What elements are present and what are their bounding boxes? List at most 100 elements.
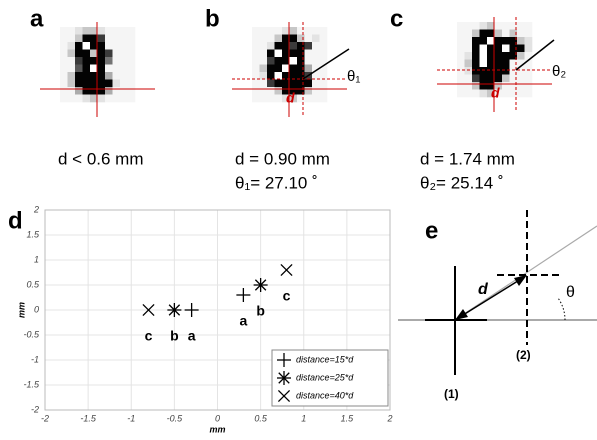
pixel (105, 80, 113, 88)
pixel (495, 22, 503, 30)
pixel (267, 35, 275, 43)
arrow-head (455, 309, 468, 320)
panel-letter: b (205, 5, 220, 32)
point-label: (2) (516, 348, 531, 362)
pixel (113, 65, 121, 73)
pixel (525, 82, 533, 90)
pixel (275, 80, 283, 88)
pixel (465, 60, 473, 68)
marker (167, 303, 181, 317)
pixel (267, 65, 275, 73)
pixel (113, 57, 121, 65)
pixel (457, 60, 465, 68)
pixel (290, 50, 298, 58)
pixel (275, 50, 283, 58)
pixel (502, 60, 510, 68)
pixel (105, 35, 113, 43)
pixel (60, 27, 68, 35)
pixel (75, 87, 83, 95)
pixel (98, 72, 106, 80)
pixel (260, 65, 268, 73)
pixel (68, 57, 76, 65)
pixel (75, 27, 83, 35)
pixel (260, 42, 268, 50)
pixel (480, 45, 488, 53)
caption: d < 0.6 mm (58, 149, 144, 168)
pixel (495, 37, 503, 45)
pixel (275, 95, 283, 103)
pixel (75, 65, 83, 73)
pixel (472, 60, 480, 68)
pixel (128, 72, 136, 80)
pixel (275, 35, 283, 43)
y-tick-label: -2 (31, 404, 39, 414)
pixel (128, 27, 136, 35)
pixel (305, 27, 313, 35)
pixel (113, 27, 121, 35)
pixel (320, 95, 328, 103)
pixel (480, 82, 488, 90)
pixel (113, 87, 121, 95)
pixel (120, 57, 128, 65)
pixel (297, 27, 305, 35)
pixel (83, 35, 91, 43)
pixel (252, 50, 260, 58)
pixel (113, 80, 121, 88)
pixel (312, 42, 320, 50)
point-label: c (283, 288, 291, 304)
pixel (68, 65, 76, 73)
pixel (297, 95, 305, 103)
pixel (457, 82, 465, 90)
pixel (105, 57, 113, 65)
x-tick-label: -1.5 (80, 413, 97, 423)
pixel (502, 82, 510, 90)
pixel (495, 75, 503, 83)
pixel (480, 30, 488, 38)
pixel (75, 50, 83, 58)
pixel (98, 87, 106, 95)
pixel (120, 42, 128, 50)
y-tick-label: 2 (33, 204, 39, 214)
pixel (60, 42, 68, 50)
pixel (517, 45, 525, 53)
x-tick-label: -2 (41, 413, 49, 423)
pixel (290, 27, 298, 35)
pixel (472, 75, 480, 83)
pixel (120, 87, 128, 95)
pixel (260, 27, 268, 35)
pixel (305, 35, 313, 43)
pixel (120, 72, 128, 80)
x-axis-label: mm (209, 424, 225, 434)
pixel (98, 42, 106, 50)
caption: d = 0.90 mm (235, 149, 330, 168)
pixel (457, 75, 465, 83)
pixel (128, 42, 136, 50)
legend-label: distance=15*d (296, 354, 354, 364)
pixel (320, 27, 328, 35)
pixel (502, 22, 510, 30)
pixel (502, 37, 510, 45)
pixel (457, 67, 465, 75)
pixel (60, 57, 68, 65)
point-label: a (188, 328, 196, 344)
distance-label: d (491, 85, 500, 101)
pixel (465, 75, 473, 83)
pixel (260, 50, 268, 58)
pixel (495, 67, 503, 75)
pixel (113, 72, 121, 80)
pixel (105, 95, 113, 103)
pixel (275, 27, 283, 35)
x-tick-label: 0.5 (254, 413, 268, 423)
pixel (105, 42, 113, 50)
pixel (290, 80, 298, 88)
pixel (290, 57, 298, 65)
pixel (252, 95, 260, 103)
pixel (267, 57, 275, 65)
pixel (252, 65, 260, 73)
pixel (290, 35, 298, 43)
pixel (75, 72, 83, 80)
angle-label: θ (566, 284, 575, 301)
pixel (60, 95, 68, 103)
pixel (305, 57, 313, 65)
pixel (297, 57, 305, 65)
